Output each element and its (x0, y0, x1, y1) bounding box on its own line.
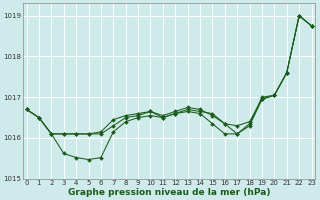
X-axis label: Graphe pression niveau de la mer (hPa): Graphe pression niveau de la mer (hPa) (68, 188, 270, 197)
